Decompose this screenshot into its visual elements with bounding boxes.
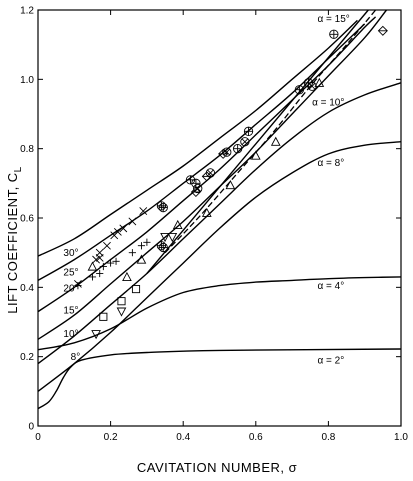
- data-point-circle-plus: [303, 78, 314, 88]
- curve-label: 30°: [63, 248, 78, 259]
- y-tick-label: 0.4: [20, 283, 34, 294]
- curve-label: 15°: [63, 306, 78, 317]
- curve-label: 8°: [71, 352, 81, 363]
- series-line-10: [37, 82, 402, 365]
- data-point-plus: [137, 242, 146, 250]
- data-point-square: [131, 285, 141, 294]
- data-point-triangle-down: [167, 233, 178, 243]
- data-point-triangle-down: [160, 233, 170, 243]
- data-point-circle-plus: [156, 241, 167, 251]
- y-tick-label: 1.2: [20, 6, 34, 17]
- data-point-circle-plus: [156, 201, 167, 211]
- series-line-reference-8: [146, 9, 369, 274]
- x-tick-label: 0: [35, 432, 41, 443]
- x-tick-label: 0.8: [321, 432, 335, 443]
- x-tick-label: 0.2: [104, 432, 118, 443]
- data-point-circle-x: [193, 183, 203, 194]
- data-point-triangle: [122, 271, 132, 281]
- y-tick-label: 0.2: [20, 352, 34, 363]
- data-point-circle-plus: [329, 29, 339, 39]
- series-line-2: [37, 348, 402, 410]
- data-point-circle-x: [240, 137, 250, 147]
- y-axis-title-subscript: L: [13, 166, 24, 172]
- data-point-diamond: [201, 171, 212, 182]
- curve-label: 20°: [63, 284, 78, 295]
- data-point-plus: [96, 269, 104, 278]
- series-line-4: [37, 276, 402, 351]
- data-point-x: [128, 217, 137, 226]
- curve-label: α = 8°: [318, 158, 345, 169]
- data-point-circle-plus: [158, 202, 168, 213]
- curve-label: α = 10°: [312, 97, 344, 108]
- data-point-triangle: [201, 207, 212, 217]
- y-tick-label: 0: [28, 422, 34, 433]
- data-point-circle-plus: [158, 242, 168, 253]
- data-point-diamond: [190, 186, 201, 198]
- y-axis-title: LIFT COEFFICIENT, CL: [5, 166, 24, 314]
- curve-label: 25°: [63, 268, 78, 279]
- curve-label: α = 2°: [318, 356, 345, 367]
- data-point-plus: [112, 257, 120, 265]
- data-point-x: [113, 227, 122, 236]
- data-point-triangle: [87, 261, 98, 271]
- y-axis-title-text: LIFT COEFFICIENT, C: [5, 172, 20, 313]
- x-tick-label: 0.6: [249, 432, 263, 443]
- data-point-triangle: [314, 77, 325, 87]
- data-point-plus: [99, 262, 107, 271]
- curve-label: 10°: [63, 329, 78, 340]
- y-tick-label: 1.0: [20, 75, 34, 86]
- data-point-diamond: [218, 148, 229, 159]
- data-point-triangle: [250, 150, 261, 160]
- data-point-x: [139, 207, 148, 215]
- series-line-20: [37, 16, 377, 313]
- data-point-triangle: [270, 136, 281, 146]
- data-point-x: [103, 241, 111, 250]
- data-point-plus: [143, 238, 151, 246]
- data-point-x: [119, 224, 128, 233]
- y-tick-label: 0.8: [20, 144, 34, 155]
- curves-layer: [37, 9, 402, 410]
- data-point-triangle: [136, 254, 147, 264]
- data-point-triangle: [172, 219, 183, 229]
- series-line-reference-9: [164, 9, 377, 254]
- data-point-plus: [74, 282, 82, 290]
- y-tick-label: 0.6: [20, 214, 34, 225]
- x-tick-label: 0.4: [176, 432, 190, 443]
- plot-frame: [37, 9, 402, 427]
- x-tick-label: 1.0: [394, 432, 408, 443]
- data-point-triangle: [225, 180, 236, 190]
- data-point-circle-plus: [243, 126, 254, 136]
- data-point-plus: [107, 259, 115, 267]
- data-point-circle-plus: [294, 85, 305, 95]
- axes-layer: 0 0.2 0.4 0.6 0.8 1.0 0 0.2 0.4 0.6 0.8 1.0 1.2: [20, 6, 408, 444]
- data-point-plus: [88, 273, 97, 281]
- data-point-diamond: [377, 25, 388, 36]
- series-line-30: [37, 19, 358, 257]
- curve-label: α = 15°: [318, 14, 350, 25]
- data-point-x: [95, 253, 104, 262]
- data-point-square: [117, 297, 126, 306]
- data-point-square: [99, 312, 108, 321]
- data-point-plus: [128, 249, 136, 257]
- data-point-triangle-down: [116, 307, 127, 317]
- x-axis-title: CAVITATION NUMBER, σ: [137, 460, 297, 475]
- series-line-25: [37, 23, 366, 282]
- annotations-layer: α = 15° α = 10° α = 8° α = 4° α = 2° 30° 25° 20…: [63, 14, 349, 366]
- data-point-circle-plus: [232, 144, 243, 154]
- curve-label: α = 4°: [318, 281, 345, 292]
- data-point-triangle-down: [91, 330, 101, 340]
- series-line-8: [37, 141, 402, 392]
- data-points-layer: [74, 25, 388, 340]
